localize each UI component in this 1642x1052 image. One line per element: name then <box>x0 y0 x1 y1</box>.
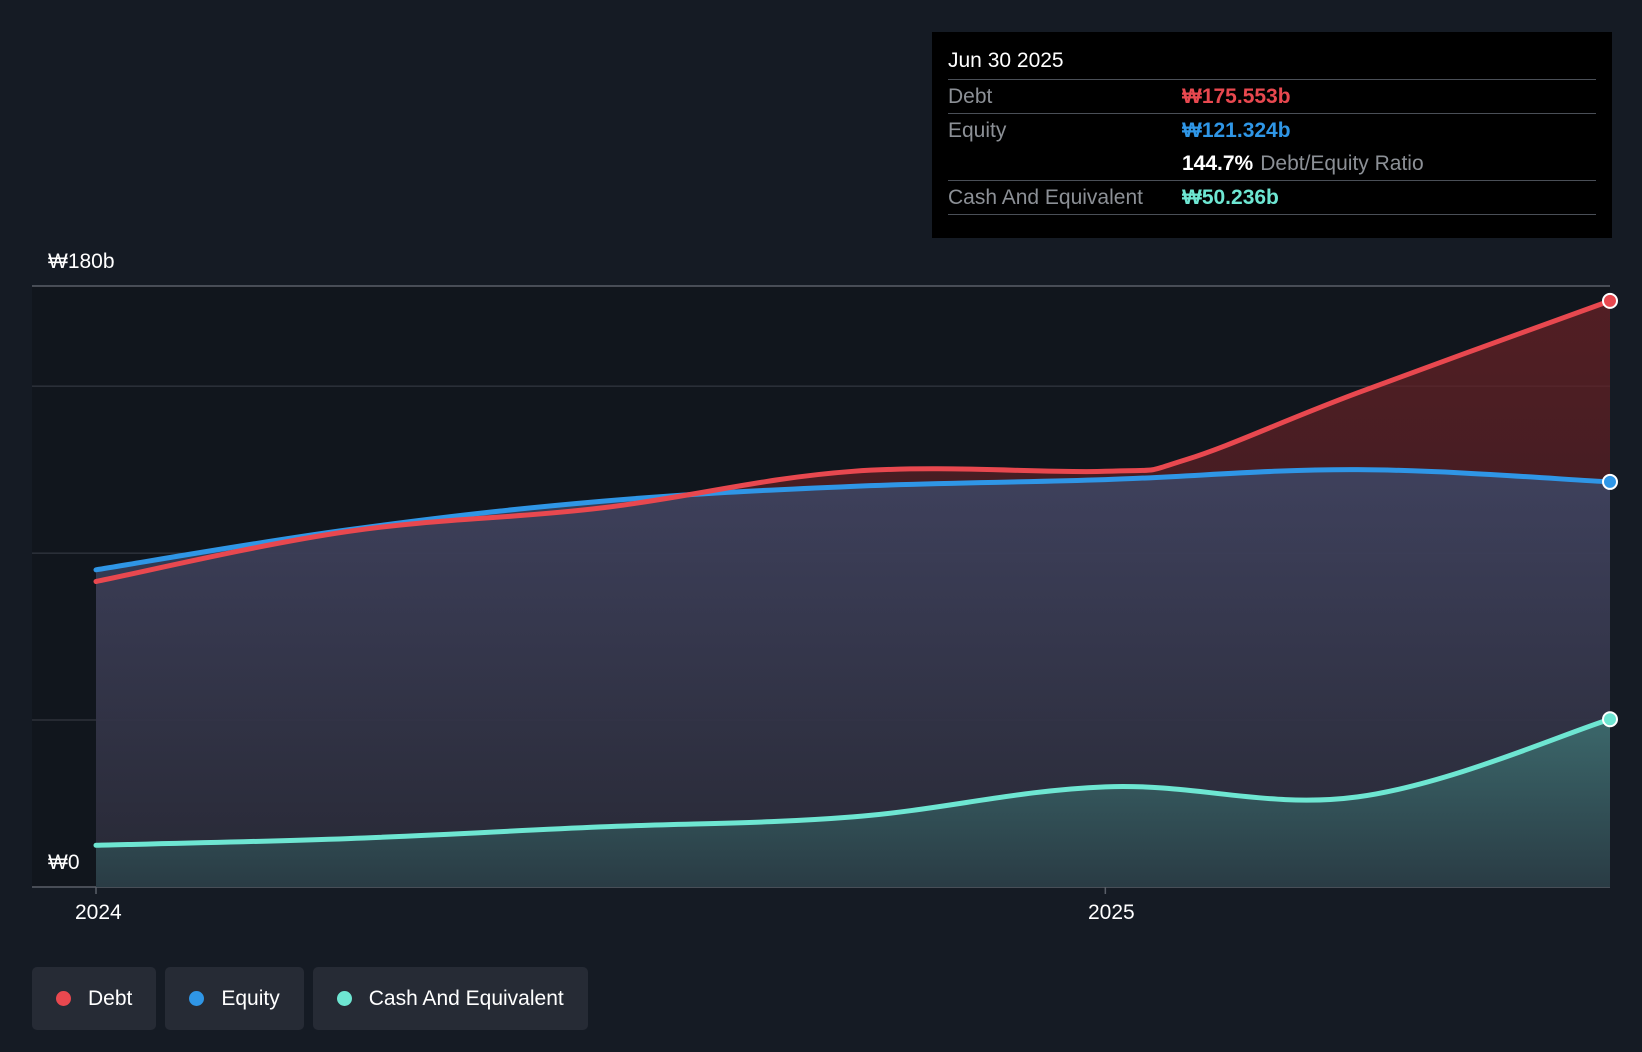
tooltip-equity-row: Equity ₩121.324b <box>948 113 1596 147</box>
cash-and-equivalent-line <box>93 716 1613 848</box>
debt-line <box>93 298 1613 584</box>
y-axis-bottom-label: ₩0 <box>48 851 80 874</box>
tooltip-debt-value: ₩175.553b <box>1182 84 1291 108</box>
legend-item-debt[interactable]: Debt <box>32 967 157 1030</box>
cash-dot-icon <box>336 991 352 1006</box>
tooltip-ratio-row: 144.7% Debt/Equity Ratio <box>948 147 1596 180</box>
tooltip-ratio-value: 144.7% <box>1182 151 1254 175</box>
tooltip-cash-label: Cash And Equivalent <box>948 185 1143 209</box>
debt-dot-icon <box>56 991 71 1006</box>
x-tick-label-2024: 2024 <box>75 901 122 924</box>
tooltip-date: Jun 30 2025 <box>948 49 1064 72</box>
debt-endpoint <box>1602 292 1618 309</box>
legend-item-cash[interactable]: Cash And Equivalent <box>312 967 588 1030</box>
equity-endpoint <box>1602 473 1618 490</box>
legend-equity-label: Equity <box>221 986 280 1010</box>
cash-and-equivalent-area <box>96 719 1610 887</box>
tooltip-debt-label: Debt <box>948 84 993 108</box>
tooltip-equity-label: Equity <box>948 118 1007 142</box>
tooltip-cash-value: ₩50.236b <box>1182 185 1279 209</box>
tooltip-equity-value: ₩121.324b <box>1182 118 1291 142</box>
equity-dot-icon <box>189 991 205 1006</box>
x-tick-label-2025: 2025 <box>1088 901 1135 924</box>
tooltip-debt-row: Debt ₩175.553b <box>948 79 1596 113</box>
series-areas <box>96 300 1610 888</box>
cash-and-equivalent-endpoint <box>1602 711 1618 728</box>
equity-area <box>96 469 1610 887</box>
legend-debt-label: Debt <box>88 986 133 1010</box>
series-endpoints <box>1602 292 1618 728</box>
legend-cash-label: Cash And Equivalent <box>368 986 564 1010</box>
series-lines <box>93 298 1613 848</box>
tooltip-cash-row: Cash And Equivalent ₩50.236b <box>948 180 1596 215</box>
y-axis-top-label: ₩180b <box>48 250 115 273</box>
data-tooltip: Jun 30 2025 Debt ₩175.553b Equity ₩121.3… <box>932 32 1612 238</box>
tooltip-ratio-label: Debt/Equity Ratio <box>1260 151 1424 175</box>
chart-legend: Debt Equity Cash And Equivalent <box>32 967 597 1030</box>
x-axis-ticks <box>95 887 1107 894</box>
legend-item-equity[interactable]: Equity <box>165 967 304 1030</box>
